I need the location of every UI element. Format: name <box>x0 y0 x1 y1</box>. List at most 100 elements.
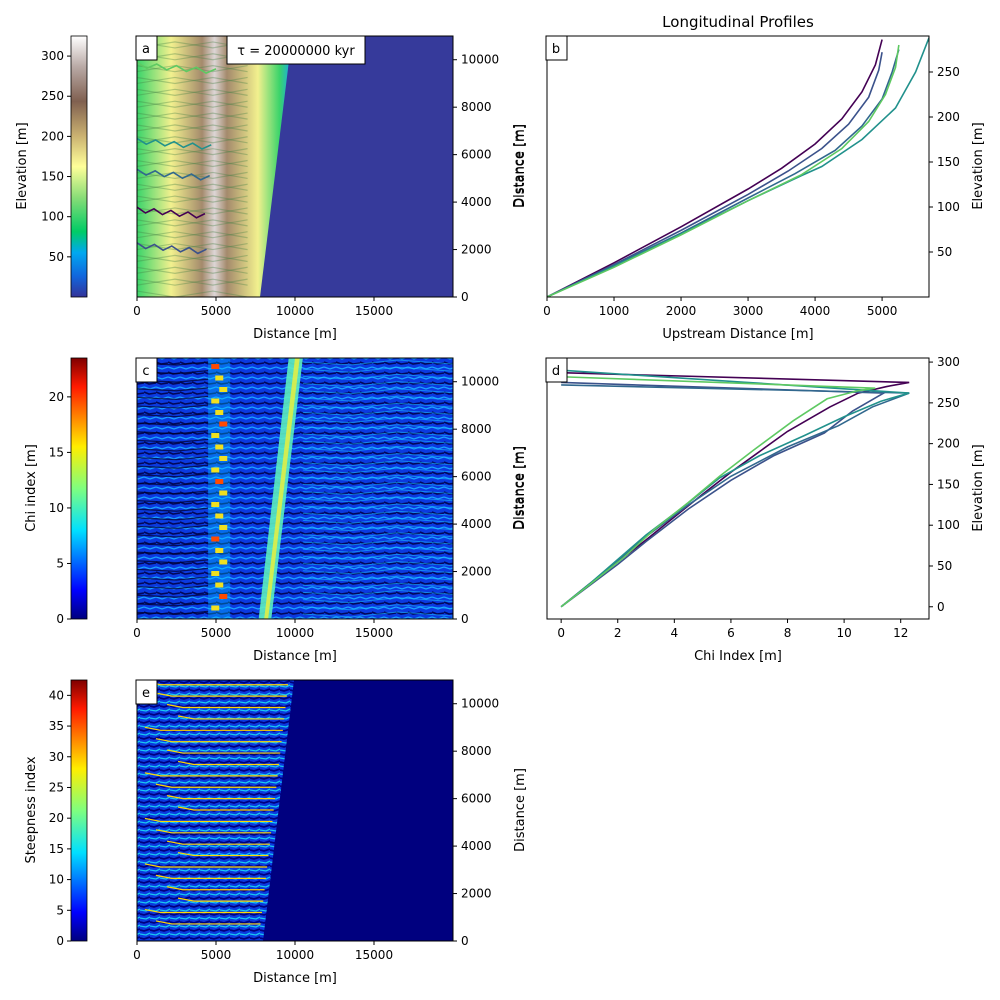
panel-d-y-ticks: 0 50 100 150 200 250 300 <box>929 355 960 614</box>
panel-c-channel-streak <box>137 584 209 590</box>
panel-a-ridge-line <box>137 183 248 191</box>
panel-c-y-ticks: 0 2000 4000 6000 8000 10000 <box>453 375 499 626</box>
panel-c-drainage-line <box>302 445 453 452</box>
panel-c-ytick-label: 6000 <box>461 470 492 484</box>
steepness-colorbar-label: Steepness index <box>24 756 39 863</box>
panel-b-ytick-label: 150 <box>937 155 960 169</box>
panel-a-channel-line <box>137 137 212 150</box>
panel-a-ridge-line <box>137 124 248 132</box>
panel-c-channel-streak <box>137 567 209 573</box>
panel-c-drainage-line <box>302 525 453 532</box>
panel-c-channel-streak <box>137 404 209 409</box>
elevation-colorbar-label: Elevation [m] <box>15 122 30 209</box>
panel-d-ytick-label: 200 <box>937 437 960 451</box>
panel-a-letter-box <box>135 35 158 61</box>
elevation-colorbar-tick-label: 300 <box>41 49 64 63</box>
panel-c-drainage-line <box>302 402 453 409</box>
elevation-colorbar-tick-label: 50 <box>49 250 64 264</box>
panel-a-channel-line <box>137 242 207 255</box>
panel-a-land-relief <box>137 36 292 297</box>
panel-e-steep-stream <box>166 886 265 891</box>
panel-a-ridge-line <box>137 112 248 120</box>
panel-c-drainage-line <box>302 532 453 539</box>
panel-a-ridge-line <box>137 183 248 191</box>
panel-c-ridge-spot <box>219 525 228 530</box>
panel-d-ylabel: Elevation [m] <box>971 444 986 531</box>
panel-b-profile-line <box>547 52 883 297</box>
panel-c-ytick-label: 0 <box>461 612 469 626</box>
panel-b-xtick-label: 0 <box>543 304 551 318</box>
panel-c-drainage-line <box>302 539 453 546</box>
panel-c-drainage-line <box>302 517 453 524</box>
panel-c-drainage-line <box>302 481 453 488</box>
panel-e-ytick-label: 6000 <box>461 792 492 806</box>
panel-c-drainage-line <box>302 489 453 496</box>
panel-c-ridge-spot <box>219 594 228 599</box>
panel-e-ytick-label: 0 <box>461 934 469 948</box>
panel-c-channel-streak <box>137 524 209 530</box>
panel-d-chi-lines <box>560 369 910 608</box>
panel-a-ytick-label: 2000 <box>461 243 492 257</box>
panel-a-ytick-label: 6000 <box>461 148 492 162</box>
panel-e-steep-stream <box>155 874 266 879</box>
panel-b-profile-line <box>547 37 929 297</box>
panel-a-xtick-label: 10000 <box>276 304 314 318</box>
panel-c-channel-streak <box>137 498 209 504</box>
panel-d-chi-line <box>560 381 887 608</box>
panel-c-drainage-line <box>302 409 453 416</box>
panel-b-profile-lines <box>547 37 929 297</box>
panel-e-xtick-label: 10000 <box>276 948 314 962</box>
panel-a-channel-line <box>137 206 206 219</box>
panel-b-ylabel: Elevation [m] <box>971 122 986 209</box>
panel-c-drainage-line <box>302 611 453 618</box>
panel-d-chi-line <box>560 375 876 608</box>
panel-e-steep-stream <box>144 908 262 914</box>
panel-e-steep-stream <box>155 692 287 697</box>
panel-b-title: Longitudinal Profiles <box>662 13 814 31</box>
panel-c-channel-streak <box>137 576 209 581</box>
panel-c-channel-streak <box>137 421 209 426</box>
panel-d-xtick-label: 6 <box>727 626 735 640</box>
panel-c-channel-streak <box>137 490 209 495</box>
panel-c-drainage-line <box>302 604 453 611</box>
steepness-colorbar-tick-label: 20 <box>49 811 64 825</box>
panel-b-letter-box <box>545 35 568 61</box>
panel-d-xtick-label: 12 <box>893 626 908 640</box>
panel-d: 0 2 4 6 8 10 12 0 50 100 150 200 250 300 Chi Index [… <box>512 355 986 664</box>
panel-c-drainage-line <box>302 589 453 596</box>
panel-c-drainage-line <box>302 460 453 467</box>
panel-a-ytick-label: 4000 <box>461 195 492 209</box>
panel-d-x-ticks: 0 2 4 6 8 10 12 <box>557 619 908 640</box>
panel-c-ridge-spot <box>215 410 224 415</box>
panel-c-channel-streak <box>137 412 209 418</box>
panel-c-drainage-line <box>302 431 453 438</box>
panel-b-profile-line <box>547 44 900 297</box>
panel-b-ytick-label: 100 <box>937 200 960 214</box>
panel-e-ytick-label: 8000 <box>461 744 492 758</box>
panel-c-x-ticks: 0 5000 10000 15000 <box>133 619 393 640</box>
steepness-colorbar-tick-label: 35 <box>49 719 64 733</box>
panel-a-ytick-label: 10000 <box>461 53 499 67</box>
panel-c-drainage-line <box>302 438 453 445</box>
panel-a-xlabel: Distance [m] <box>253 327 337 342</box>
panel-c-drainage-line <box>302 546 453 553</box>
panel-d-xtick-label: 2 <box>614 626 622 640</box>
panel-c-drainage-line <box>302 359 453 366</box>
steepness-colorbar-ticks: 0 5 10 15 20 25 30 35 40 <box>49 688 71 948</box>
panel-b-xtick-label: 1000 <box>599 304 630 318</box>
chi-colorbar-tick-label: 0 <box>56 612 64 626</box>
panel-c-xtick-label: 5000 <box>201 626 232 640</box>
panel-b-profile-line <box>547 49 900 297</box>
panel-e-steep-stream <box>166 703 286 709</box>
panel-b-ytick-label: 50 <box>937 245 952 259</box>
panel-d-xlabel: Chi Index [m] <box>694 649 782 664</box>
panel-e-steep-stream <box>155 783 277 788</box>
panel-a-y-ticks: 0 2000 4000 6000 8000 10000 <box>453 53 499 304</box>
panel-a-letter: a <box>142 42 150 57</box>
panel-c-ridge-spot <box>211 467 220 473</box>
panel-c-drainage-line <box>302 366 453 373</box>
panel-a-ridge-line <box>137 219 248 227</box>
panel-c-channel-streak <box>137 610 209 616</box>
panel-d-xtick-label: 8 <box>784 626 792 640</box>
